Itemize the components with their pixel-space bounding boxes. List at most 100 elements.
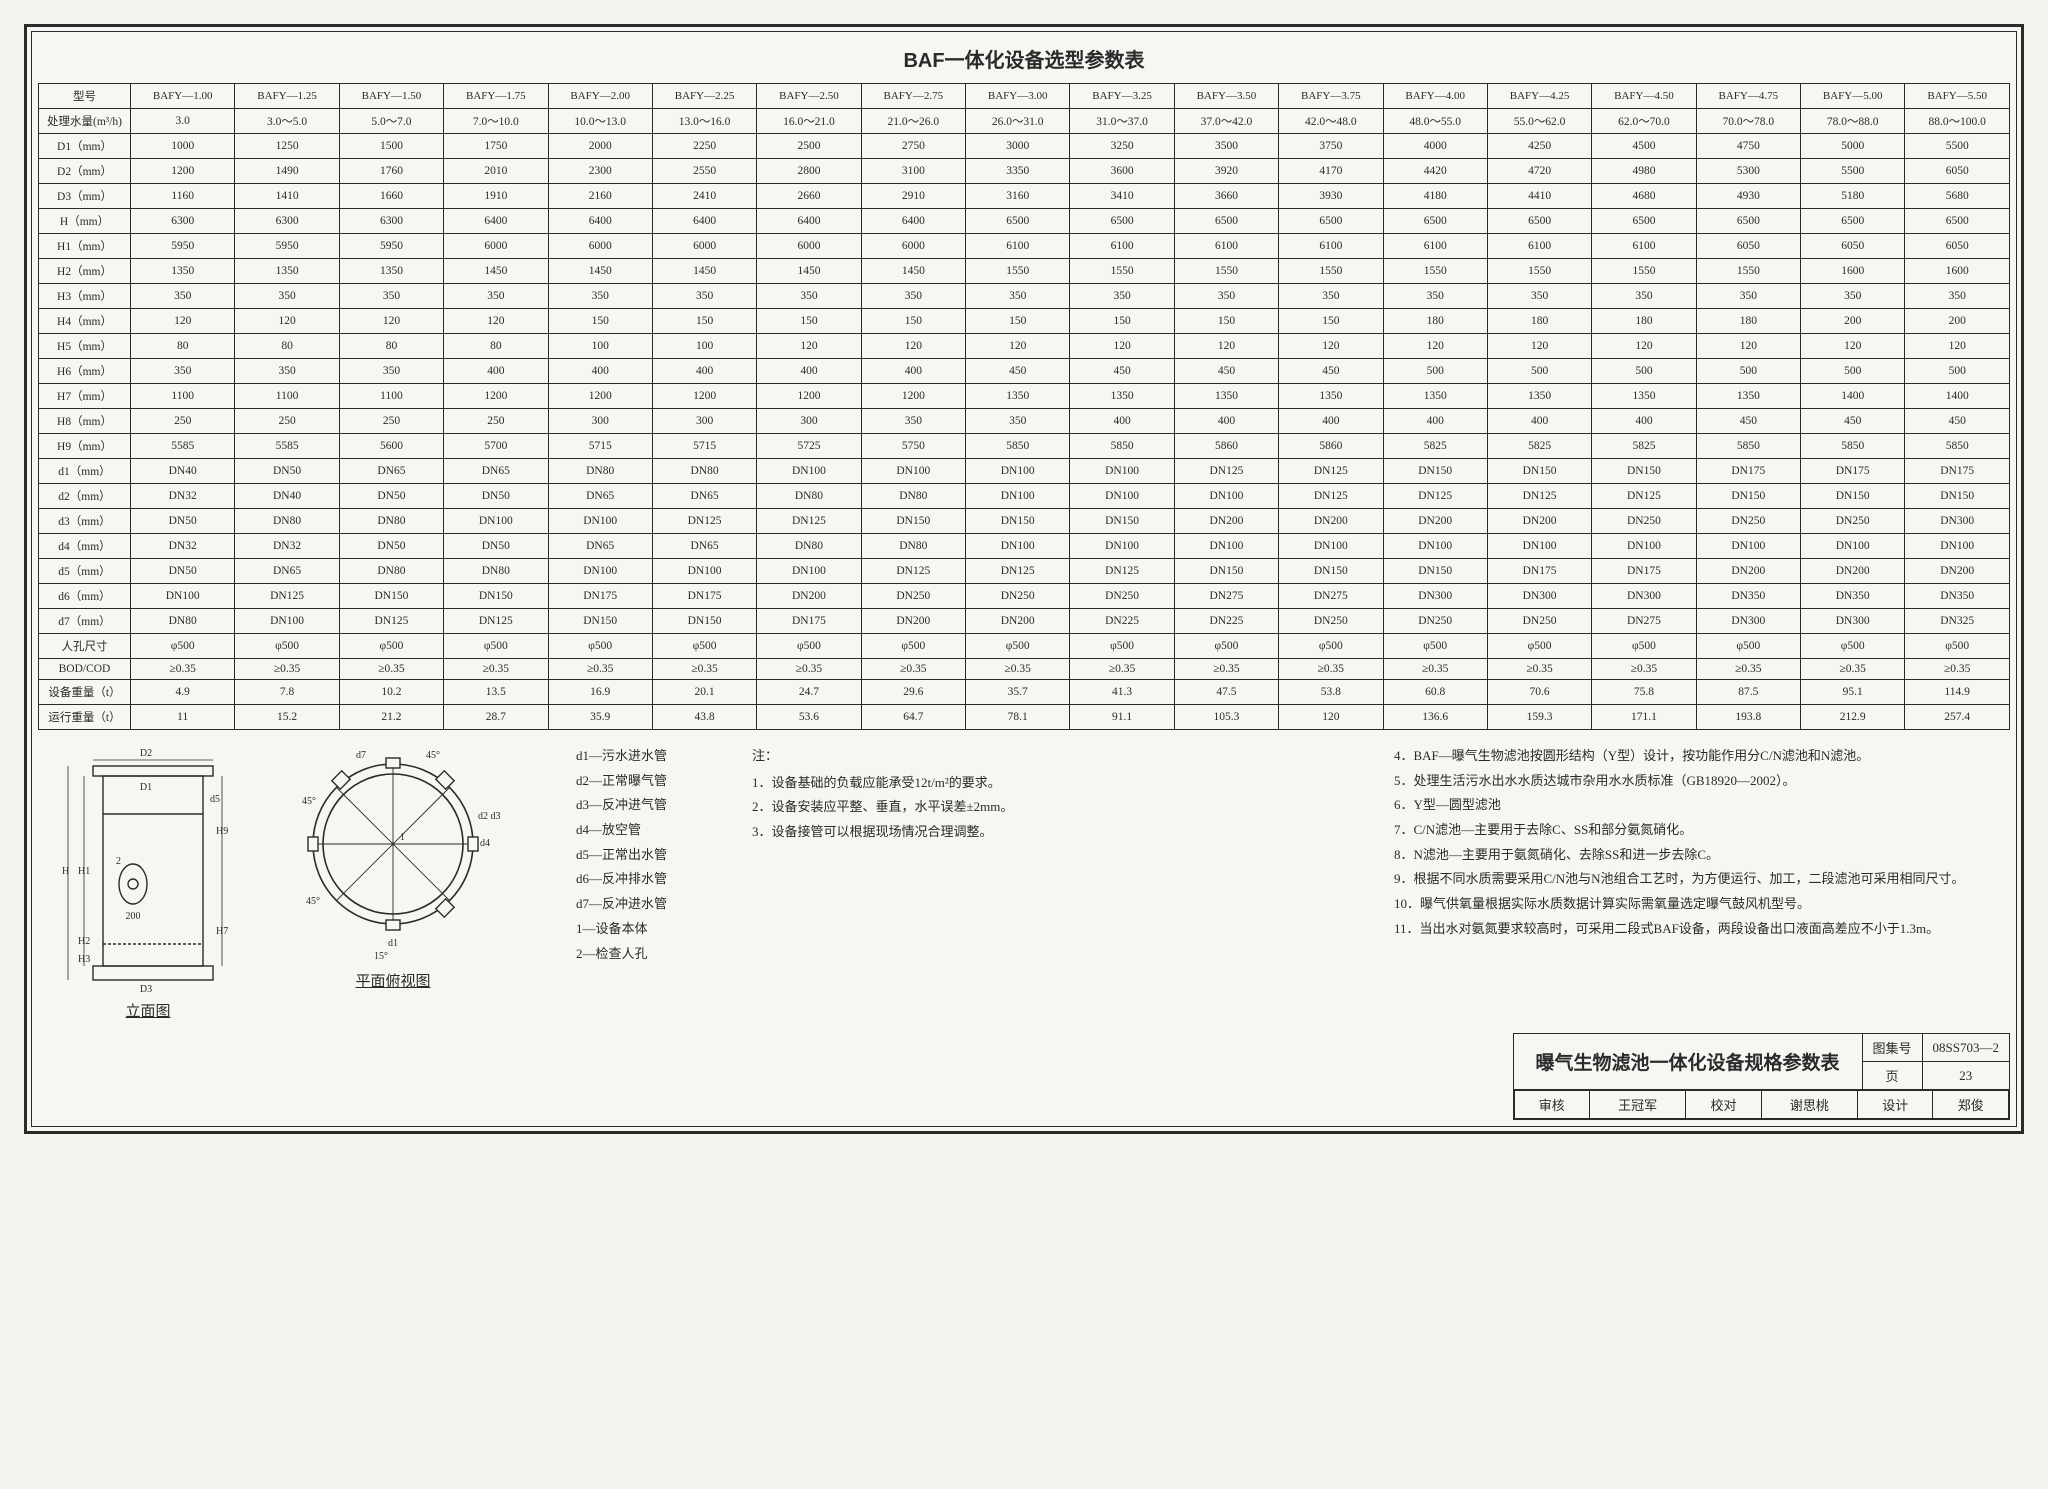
legend-item: d2—正常曝气管 xyxy=(576,769,726,794)
data-cell: 28.7 xyxy=(444,705,548,730)
data-cell: 16.9 xyxy=(548,680,652,705)
data-cell: DN100 xyxy=(1070,459,1174,484)
data-cell: φ500 xyxy=(1487,634,1591,659)
right-notes: 4．BAF—曝气生物滤池按圆形结构（Y型）设计，按功能作用分C/N滤池和N滤池。… xyxy=(1394,744,2010,1021)
data-cell: 1100 xyxy=(235,384,339,409)
data-cell: 5585 xyxy=(131,434,235,459)
data-cell: DN100 xyxy=(444,509,548,534)
data-cell: 1200 xyxy=(548,384,652,409)
data-cell: 500 xyxy=(1801,359,1905,384)
plan-svg: 45° d7 d4 d2 d3 d1 15° 45° 45° 1 xyxy=(278,744,508,964)
data-cell: DN300 xyxy=(1487,584,1591,609)
data-cell: 350 xyxy=(339,284,443,309)
data-cell: DN125 xyxy=(966,559,1070,584)
data-cell: DN100 xyxy=(757,559,861,584)
data-cell: DN125 xyxy=(1174,459,1278,484)
data-cell: DN225 xyxy=(1070,609,1174,634)
model-cell: BAFY—1.50 xyxy=(339,84,443,109)
data-cell: DN125 xyxy=(339,609,443,634)
data-cell: 350 xyxy=(1070,284,1174,309)
data-cell: DN325 xyxy=(1905,609,2010,634)
data-cell: 136.6 xyxy=(1383,705,1487,730)
data-cell: 5680 xyxy=(1905,184,2010,209)
data-cell: 120 xyxy=(1279,334,1383,359)
data-cell: 6400 xyxy=(548,209,652,234)
data-cell: DN250 xyxy=(1279,609,1383,634)
data-cell: DN100 xyxy=(1383,534,1487,559)
data-cell: 5715 xyxy=(548,434,652,459)
data-cell: DN65 xyxy=(235,559,339,584)
data-cell: 300 xyxy=(757,409,861,434)
elevation-svg: D2 D1 H H1 H2 H3 H9 H7 d5 2 200 D3 xyxy=(38,744,258,994)
data-cell: DN350 xyxy=(1905,584,2010,609)
data-cell: DN175 xyxy=(1696,459,1800,484)
note-item: 11．当出水对氨氮要求较高时，可采用二段式BAF设备，两段设备出口液面高差应不小… xyxy=(1394,917,2010,942)
data-cell: 350 xyxy=(1279,284,1383,309)
data-cell: DN175 xyxy=(1801,459,1905,484)
data-cell: 6300 xyxy=(235,209,339,234)
data-cell: DN100 xyxy=(1174,534,1278,559)
data-cell: 6050 xyxy=(1905,234,2010,259)
data-cell: 350 xyxy=(966,409,1070,434)
data-cell: 5180 xyxy=(1801,184,1905,209)
data-cell: 62.0～70.0 xyxy=(1592,109,1696,134)
data-cell: 150 xyxy=(652,309,756,334)
data-cell: DN300 xyxy=(1383,584,1487,609)
data-cell: 100 xyxy=(548,334,652,359)
data-cell: 3160 xyxy=(966,184,1070,209)
data-cell: φ500 xyxy=(1174,634,1278,659)
data-cell: 250 xyxy=(131,409,235,434)
checker: 谢思桃 xyxy=(1761,1091,1857,1119)
data-cell: 5500 xyxy=(1905,134,2010,159)
data-cell: 120 xyxy=(1174,334,1278,359)
row-label: D2（mm） xyxy=(39,159,131,184)
data-cell: 4000 xyxy=(1383,134,1487,159)
data-cell: 350 xyxy=(861,409,965,434)
svg-text:d1: d1 xyxy=(388,938,398,949)
row-label: d5（mm） xyxy=(39,559,131,584)
data-cell: 120 xyxy=(1592,334,1696,359)
data-cell: DN175 xyxy=(652,584,756,609)
data-cell: 6500 xyxy=(1487,209,1591,234)
data-cell: DN50 xyxy=(131,559,235,584)
data-cell: 120 xyxy=(1696,334,1800,359)
data-cell: DN150 xyxy=(1383,459,1487,484)
data-cell: DN100 xyxy=(966,534,1070,559)
data-cell: 75.8 xyxy=(1592,680,1696,705)
legend-item: d4—放空管 xyxy=(576,818,726,843)
data-cell: 5950 xyxy=(339,234,443,259)
data-cell: DN200 xyxy=(1801,559,1905,584)
row-label: H9（mm） xyxy=(39,434,131,459)
data-cell: 2160 xyxy=(548,184,652,209)
data-cell: 1550 xyxy=(1487,259,1591,284)
data-cell: 3600 xyxy=(1070,159,1174,184)
data-cell: DN150 xyxy=(1801,484,1905,509)
data-cell: DN125 xyxy=(1383,484,1487,509)
data-cell: 6500 xyxy=(1174,209,1278,234)
data-cell: 180 xyxy=(1383,309,1487,334)
data-cell: 350 xyxy=(1905,284,2010,309)
data-cell: DN100 xyxy=(1905,534,2010,559)
data-cell: 350 xyxy=(757,284,861,309)
data-cell: 6400 xyxy=(757,209,861,234)
data-cell: ≥0.35 xyxy=(1801,659,1905,680)
data-cell: 1500 xyxy=(339,134,443,159)
data-cell: 120 xyxy=(861,334,965,359)
row-label: d3（mm） xyxy=(39,509,131,534)
legend-item: d3—反冲进气管 xyxy=(576,793,726,818)
atlas-label: 图集号 xyxy=(1862,1034,1922,1062)
note-item: 10．曝气供氧量根据实际水质数据计算实际需氧量选定曝气鼓风机型号。 xyxy=(1394,892,2010,917)
data-cell: DN250 xyxy=(1070,584,1174,609)
svg-text:D1: D1 xyxy=(140,782,152,793)
data-cell: 200 xyxy=(1905,309,2010,334)
model-cell: BAFY—1.00 xyxy=(131,84,235,109)
data-cell: 100 xyxy=(652,334,756,359)
data-cell: 400 xyxy=(652,359,756,384)
data-cell: 6400 xyxy=(861,209,965,234)
data-cell: 4420 xyxy=(1383,159,1487,184)
data-cell: 500 xyxy=(1696,359,1800,384)
data-cell: 150 xyxy=(861,309,965,334)
data-cell: DN150 xyxy=(966,509,1070,534)
data-cell: DN150 xyxy=(1905,484,2010,509)
data-cell: 3930 xyxy=(1279,184,1383,209)
